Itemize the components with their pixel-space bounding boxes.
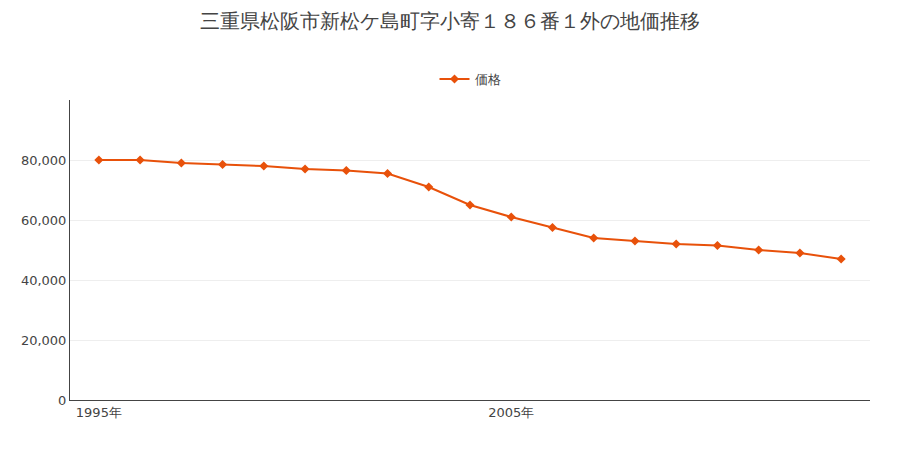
svg-text:60,000: 60,000 xyxy=(21,213,67,228)
svg-text:20,000: 20,000 xyxy=(21,333,67,348)
svg-text:0: 0 xyxy=(58,393,66,408)
svg-text:2005年: 2005年 xyxy=(488,405,534,420)
svg-text:40,000: 40,000 xyxy=(21,273,67,288)
svg-text:80,000: 80,000 xyxy=(21,153,67,168)
svg-text:価格: 価格 xyxy=(475,72,501,87)
svg-text:1995年: 1995年 xyxy=(76,405,122,420)
svg-text:三重県松阪市新松ケ島町字小寄１８６番１外の地価推移: 三重県松阪市新松ケ島町字小寄１８６番１外の地価推移 xyxy=(200,9,700,33)
